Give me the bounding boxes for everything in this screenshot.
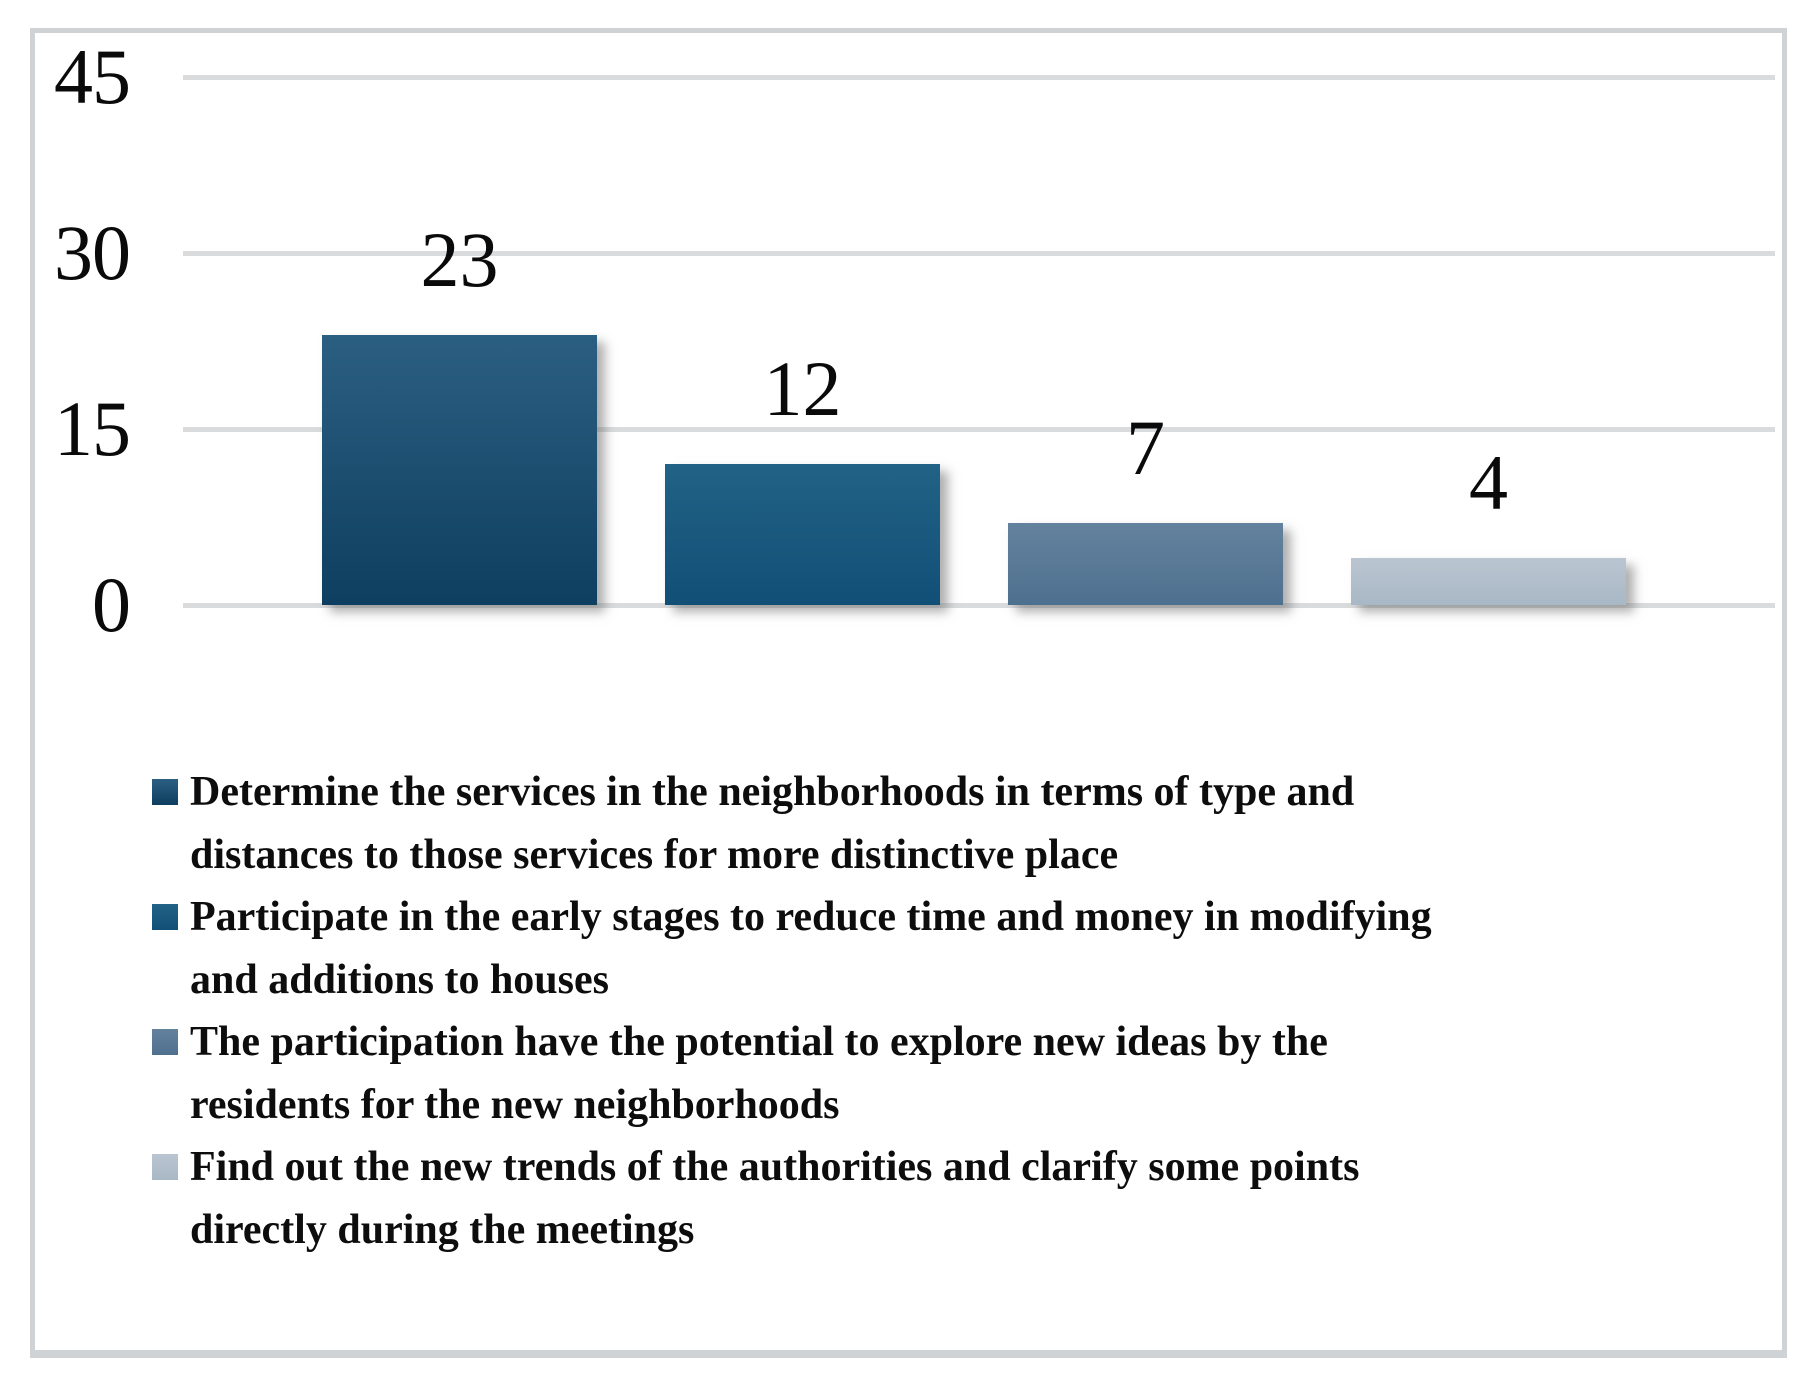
legend-item-2: Participate in the early stages to reduc…	[152, 886, 1652, 1011]
legend: Determine the services in the neighborho…	[152, 761, 1652, 1261]
legend-item-3: The participation have the potential to …	[152, 1011, 1652, 1136]
bar-value-label: 12	[763, 345, 842, 433]
legend-label: The participation have the potential to …	[190, 1011, 1328, 1136]
legend-marker-icon	[152, 1029, 178, 1055]
bar-3	[1008, 522, 1283, 605]
bar-1	[322, 335, 597, 605]
legend-label-line: Find out the new trends of the authoriti…	[190, 1144, 1360, 1190]
legend-marker-icon	[152, 904, 178, 930]
gridline-y-15	[183, 427, 1775, 432]
legend-label: Find out the new trends of the authoriti…	[190, 1136, 1359, 1261]
legend-label-line: The participation have the potential to …	[190, 1019, 1328, 1065]
legend-label: Participate in the early stages to reduc…	[190, 886, 1432, 1011]
legend-marker-icon	[152, 779, 178, 805]
y-axis-tick-label: 30	[54, 209, 131, 296]
legend-label-line: distances to those services for more dis…	[190, 831, 1119, 878]
bar-value-label: 4	[1469, 439, 1508, 527]
legend-label-line: directly during the meetings	[190, 1206, 695, 1253]
bar-value-label: 7	[1126, 403, 1165, 491]
y-axis-tick-label: 45	[54, 33, 131, 120]
bar-4	[1351, 558, 1626, 605]
y-axis-tick-label: 0	[92, 561, 131, 648]
legend-label: Determine the services in the neighborho…	[190, 761, 1354, 886]
legend-label-line: residents for the new neighborhoods	[190, 1081, 840, 1128]
legend-marker-icon	[152, 1154, 178, 1180]
bar-2	[665, 464, 940, 605]
gridline-y-30	[183, 251, 1775, 256]
chart-frame: 45 30 15 0 23 12 7 4 Determine the services in …	[30, 28, 1787, 1358]
legend-label-line: Determine the services in the neighborho…	[190, 769, 1355, 815]
legend-item-1: Determine the services in the neighborho…	[152, 761, 1652, 886]
gridline-y-45	[183, 75, 1775, 80]
bar-value-label: 23	[420, 216, 499, 304]
legend-item-4: Find out the new trends of the authoriti…	[152, 1136, 1652, 1261]
y-axis-tick-label: 15	[54, 385, 131, 472]
legend-label-line: and additions to houses	[190, 956, 609, 1003]
legend-label-line: Participate in the early stages to reduc…	[190, 894, 1432, 940]
gridline-y-0	[183, 603, 1775, 608]
